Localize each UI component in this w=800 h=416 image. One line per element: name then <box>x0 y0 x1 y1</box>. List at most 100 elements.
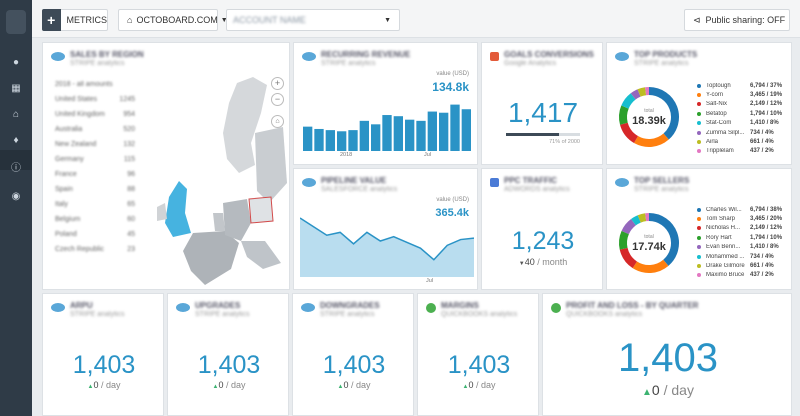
card-title: RECURRING REVENUE <box>321 50 411 59</box>
adwords-logo-icon <box>490 178 499 187</box>
legend-item: Evan Benn... 1,410 / 8% <box>697 243 796 252</box>
card-title: ARPU <box>70 301 93 310</box>
value-label: value (USD) <box>436 197 469 203</box>
arpu-value: 1,403 <box>72 351 136 379</box>
card-title: DOWNGRADES <box>320 301 380 310</box>
total-value: 18.39k <box>632 115 666 127</box>
sidebar: ● ▦ ⌂ ♦ ⓘ ◉ <box>0 0 32 416</box>
donut-slice <box>621 93 636 109</box>
region-name: Czech Republic <box>55 246 105 253</box>
region-value: 65 <box>127 201 135 208</box>
legend-value: 437 / 2% <box>750 272 774 279</box>
region-row: Czech Republic 23 <box>55 246 135 261</box>
card-subtitle: Google Analytics <box>504 60 557 67</box>
bug-icon[interactable]: ◉ <box>11 190 21 202</box>
chevron-down-icon: ▼ <box>384 16 391 24</box>
map-region-germany <box>223 199 251 241</box>
region-row: Germany 115 <box>55 156 135 171</box>
conversions-value: 1,417 <box>507 97 579 128</box>
region-value: 88 <box>127 186 135 193</box>
quickbooks-logo-icon <box>426 303 436 313</box>
card-subtitle: SALESFORCE analytics <box>321 186 398 193</box>
legend-item: Toptough 6,794 / 37% <box>697 81 796 90</box>
map-region-france <box>183 231 239 285</box>
region-name: United Kingdom <box>55 111 105 118</box>
sellers-legend: Charles Wil... 6,794 / 38% Tom Sharp 3,465 … <box>697 205 796 280</box>
user-icon[interactable]: ● <box>12 56 20 68</box>
card-subtitle: STRIPE analytics <box>321 60 376 67</box>
region-name: 2018 - all amounts <box>55 81 113 88</box>
arrow-up-icon: ▲ <box>337 384 344 390</box>
salesforce-logo-icon <box>302 178 316 187</box>
revenue-bar <box>314 128 324 151</box>
legend-item: Zumma Silpl... 734 / 4% <box>697 128 796 137</box>
upgrades-card: UPGRADES STRIPE analytics 1,403 ▲0 / day <box>167 293 289 416</box>
map-region-benelux <box>213 213 225 231</box>
revenue-bar <box>337 131 347 151</box>
map-region-poland <box>248 196 274 224</box>
legend-item: Salt-Nix 2,149 / 12% <box>697 100 796 109</box>
legend-name: Drake Gilmore <box>706 263 745 270</box>
region-row: Italy 65 <box>55 201 135 216</box>
legend-name: Stat-Com <box>706 120 732 127</box>
ppc-traffic-card: PPC TRAFFIC ADWORDS analytics 1,243 ▼40 … <box>481 168 603 290</box>
revenue-bar-chart <box>303 104 471 151</box>
legend-name: Nicholas H... <box>706 225 741 232</box>
region-row: 2018 - all amounts <box>55 81 135 96</box>
donut-slice <box>637 87 647 97</box>
zoom-in-button[interactable]: + <box>271 77 284 90</box>
zoom-out-button[interactable]: − <box>271 93 284 106</box>
legend-name: Maximo Bruce <box>706 272 745 279</box>
donut-slice <box>619 105 629 125</box>
add-metrics-button[interactable]: + METRICS <box>42 9 108 31</box>
total-value: 17.74k <box>632 241 666 253</box>
products-legend: Toptough 6,794 / 37% Y-corn 3,465 / 19% Salt… <box>697 81 796 156</box>
legend-value: 661 / 4% <box>750 263 774 270</box>
region-list: 2018 - all amounts United States 1245 Unite… <box>55 81 135 261</box>
home-icon[interactable]: ⌂ <box>271 115 284 128</box>
legend-value: 6,794 / 37% <box>750 82 783 89</box>
legend-dot-icon <box>697 235 701 240</box>
bank-icon[interactable]: ⌂ <box>12 108 20 120</box>
recurring-revenue-card: RECURRING REVENUE STRIPE analytics value… <box>293 42 478 165</box>
dashboard-icon[interactable]: ▦ <box>11 82 21 94</box>
domain-select[interactable]: ⌂ OCTOBOARD.COM ▼ <box>118 9 228 31</box>
x-tick-label: Jul <box>424 152 432 158</box>
plugin-icon[interactable]: ♦ <box>13 134 19 146</box>
building-icon: ⌂ <box>127 15 133 25</box>
legend-dot-icon <box>697 245 701 250</box>
stripe-logo-icon <box>51 52 65 61</box>
revenue-bar <box>303 126 313 151</box>
region-row: Australia 520 <box>55 126 135 141</box>
top-sellers-card: TOP SELLERS STRIPE analytics total 17.74… <box>606 168 792 290</box>
revenue-bar <box>461 109 471 151</box>
legend-value: 6,794 / 38% <box>750 206 783 213</box>
region-name: United States <box>55 96 98 103</box>
arpu-card: ARPU STRIPE analytics 1,403 ▲0 / day <box>42 293 164 416</box>
legend-value: 1,410 / 8% <box>750 120 779 127</box>
legend-dot-icon <box>697 254 701 259</box>
legend-name: Salt-Nix <box>706 101 728 108</box>
card-title: UPGRADES <box>195 301 241 310</box>
account-select[interactable]: ACCOUNT NAME ▼ <box>226 9 400 31</box>
revenue-bar <box>371 124 381 151</box>
stripe-logo-icon <box>615 52 629 61</box>
region-name: Germany <box>55 156 84 163</box>
region-name: New Zealand <box>55 141 97 148</box>
legend-dot-icon <box>697 93 701 98</box>
legend-value: 1,794 / 10% <box>750 110 783 117</box>
x-tick-label: 2018 <box>340 152 353 158</box>
legend-dot-icon <box>697 149 701 154</box>
legend-value: 437 / 2% <box>750 148 774 155</box>
public-sharing-button[interactable]: ⊲ Public sharing: OFF <box>684 9 790 31</box>
revenue-bar <box>416 120 426 151</box>
info-icon[interactable]: ⓘ <box>11 162 21 174</box>
region-value: 1245 <box>119 96 135 103</box>
revenue-bar <box>393 116 403 151</box>
legend-item: Tripplelam 437 / 2% <box>697 147 796 156</box>
legend-name: Zumma Silpl... <box>706 129 745 136</box>
region-name: Belgium <box>55 216 81 223</box>
donut-slice <box>648 87 679 140</box>
map-region-east <box>255 127 287 203</box>
card-title: PIPELINE VALUE <box>321 176 387 185</box>
